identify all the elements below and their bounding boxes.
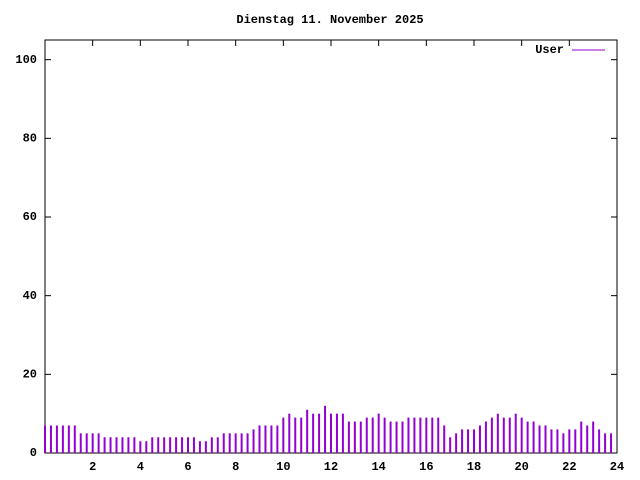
x-tick-label: 16 — [419, 460, 433, 474]
x-tick-label: 20 — [514, 460, 528, 474]
y-tick-label: 60 — [23, 210, 37, 224]
y-tick-label: 80 — [23, 132, 37, 146]
y-tick-label: 20 — [23, 368, 37, 382]
chart-title: Dienstag 11. November 2025 — [236, 13, 423, 27]
y-tick-label: 40 — [23, 289, 37, 303]
y-tick-label: 100 — [15, 53, 37, 67]
x-tick-label: 18 — [467, 460, 481, 474]
x-tick-label: 24 — [610, 460, 624, 474]
x-tick-label: 12 — [324, 460, 338, 474]
x-tick-label: 10 — [276, 460, 290, 474]
x-tick-label: 2 — [89, 460, 96, 474]
legend-label: User — [535, 43, 564, 57]
x-tick-label: 6 — [184, 460, 191, 474]
y-tick-label: 0 — [30, 446, 37, 460]
x-tick-label: 22 — [562, 460, 576, 474]
x-tick-label: 14 — [371, 460, 385, 474]
x-tick-label: 4 — [137, 460, 144, 474]
x-tick-label: 8 — [232, 460, 239, 474]
